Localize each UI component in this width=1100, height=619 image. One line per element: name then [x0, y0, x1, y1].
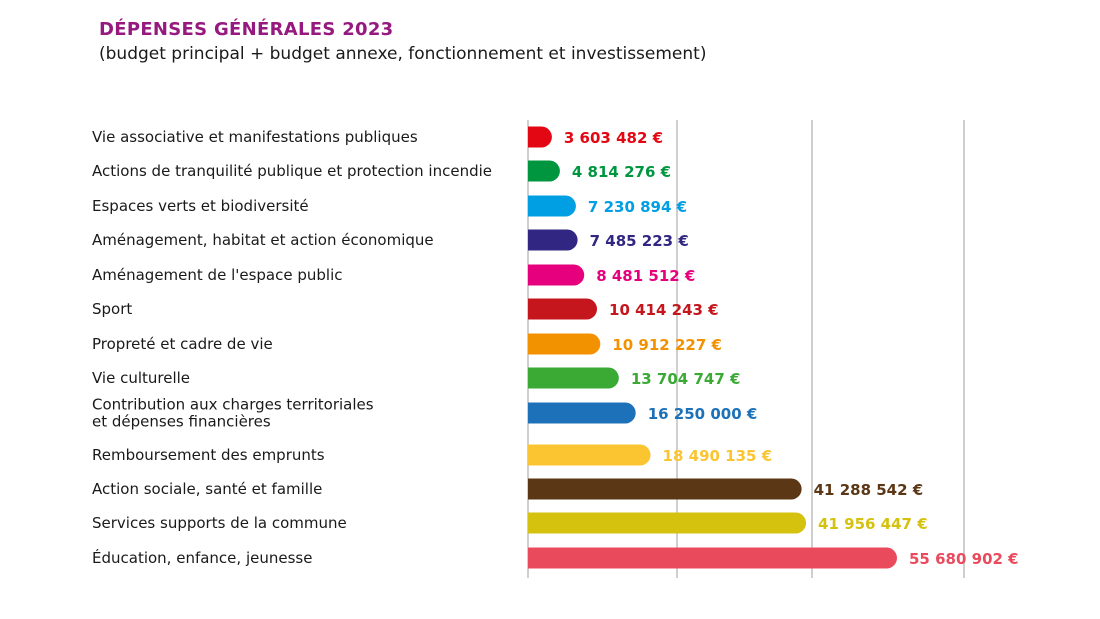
chart-title: DÉPENSES GÉNÉRALES 2023 — [99, 19, 394, 40]
value-label: 18 490 135 € — [663, 447, 773, 465]
bar — [528, 298, 598, 320]
value-label: 3 603 482 € — [564, 129, 663, 147]
value-labels: 3 603 482 € 4 814 276 € 7 230 894 € 7 485 2… — [564, 129, 1019, 568]
bar — [528, 367, 619, 389]
value-label: 55 680 902 € — [909, 550, 1019, 568]
value-label: 7 485 223 € — [590, 232, 689, 250]
value-label: 13 704 747 € — [631, 370, 741, 388]
bar — [528, 264, 585, 286]
category-label: Vie culturelle — [92, 369, 190, 387]
category-label: Espaces verts et biodiversité — [92, 197, 309, 215]
value-label: 41 288 542 € — [814, 481, 924, 499]
bar — [528, 444, 651, 466]
category-label: Services supports de la commune — [92, 514, 347, 532]
category-label: Éducation, enfance, jeunesse — [92, 548, 312, 567]
value-label: 16 250 000 € — [648, 405, 758, 423]
value-label: 8 481 512 € — [596, 267, 695, 285]
category-label: Remboursement des emprunts — [92, 446, 325, 464]
value-label: 41 956 447 € — [818, 515, 928, 533]
category-label: Vie associative et manifestations publiq… — [92, 128, 418, 146]
category-label: Propreté et cadre de vie — [92, 335, 273, 353]
value-label: 10 912 227 € — [612, 336, 722, 354]
value-label: 7 230 894 € — [588, 198, 687, 216]
category-label: Aménagement de l'espace public — [92, 266, 343, 284]
bar — [528, 333, 601, 355]
bar — [528, 195, 576, 217]
bar — [528, 402, 636, 424]
bar — [528, 229, 578, 251]
category-label: Aménagement, habitat et action économiqu… — [92, 231, 434, 249]
bar — [528, 547, 897, 569]
category-label: Action sociale, santé et famille — [92, 480, 322, 498]
bar — [528, 126, 552, 148]
bar — [528, 512, 807, 534]
category-labels: Vie associative et manifestations publiq… — [92, 128, 492, 567]
category-label: Sport — [92, 300, 132, 318]
bars — [528, 126, 897, 569]
bar — [528, 478, 802, 500]
value-label: 4 814 276 € — [572, 163, 671, 181]
bar — [528, 160, 560, 182]
chart-subtitle: (budget principal + budget annexe, fonct… — [99, 44, 707, 64]
category-label: Contribution aux charges territoriales et… — [92, 396, 374, 431]
value-label: 10 414 243 € — [609, 301, 719, 319]
category-label: Actions de tranquilité publique et prote… — [92, 162, 492, 180]
